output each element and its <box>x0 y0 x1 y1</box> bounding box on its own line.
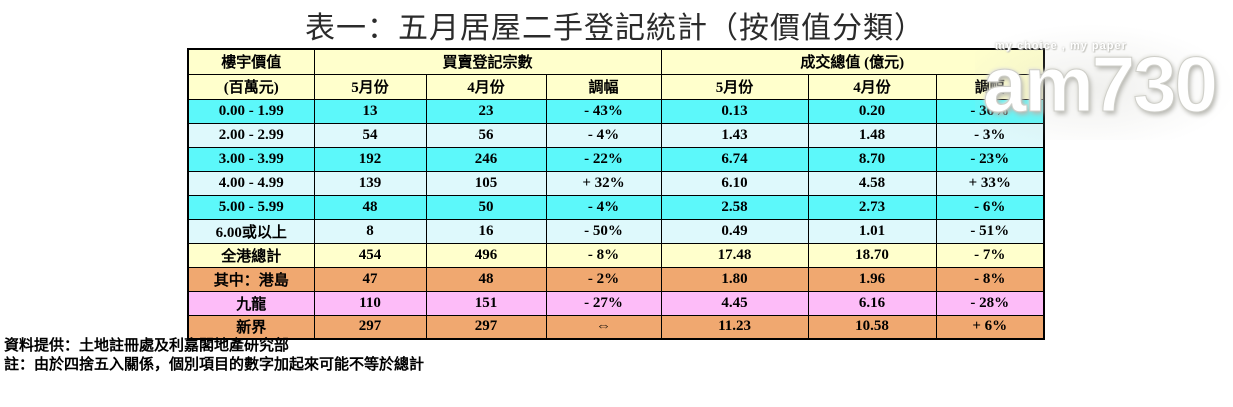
header-value-change: 調幅 <box>935 73 1045 100</box>
data-cell: 47 <box>313 266 427 292</box>
header-registration-count-group: 買賣登記宗數 <box>313 48 662 75</box>
data-cell: 6.74 <box>660 146 809 172</box>
data-cell: 297 <box>425 314 547 340</box>
row-label: 6.00或以上 <box>187 218 315 244</box>
data-cell: 454 <box>313 242 427 268</box>
data-cell: 23 <box>425 98 547 124</box>
table-row: 其中：港島 47 48- 2% 1.80 1.96- 8% <box>187 266 1045 292</box>
data-cell: - 3% <box>935 122 1045 148</box>
data-cell: 192 <box>313 146 427 172</box>
table-header: 樓宇價值 買賣登記宗數 成交總值 (億元) (百萬元) 5月份 4月份 調幅 5… <box>187 48 1045 100</box>
page-title: 表一：五月居屋二手登記統計（按價值分類） <box>305 12 925 45</box>
data-cell: 246 <box>425 146 547 172</box>
data-cell: - 36% <box>935 98 1045 124</box>
data-cell: 1.96 <box>807 266 937 292</box>
table-row: 4.00 - 4.99 139 105 + 32% 6.10 4.58 + 33% <box>187 170 1045 196</box>
table-row: 0.00 - 1.99 13 23- 43% 0.13 0.20- 36% <box>187 98 1045 124</box>
data-cell: + 32% <box>545 170 662 196</box>
table-row: 5.00 - 5.99 48 50- 4% 2.58 2.73- 6% <box>187 194 1045 220</box>
table-row: 全港總計 454 496- 8% 17.48 18.70- 7% <box>187 242 1045 268</box>
data-cell: - 23% <box>935 146 1045 172</box>
data-cell: 48 <box>313 194 427 220</box>
data-cell: ⇔ <box>545 314 662 340</box>
row-label: 九龍 <box>187 290 315 316</box>
data-cell: - 50% <box>545 218 662 244</box>
header-sub-row: (百萬元) 5月份 4月份 調幅 5月份 4月份 調幅 <box>187 73 1045 100</box>
data-cell: 139 <box>313 170 427 196</box>
footer-rounding-note: 註：由於四捨五入關係，個別項目的數字加起來可能不等於總計 <box>4 357 425 373</box>
data-cell: - 4% <box>545 194 662 220</box>
data-cell: - 6% <box>935 194 1045 220</box>
data-cell: 110 <box>313 290 427 316</box>
row-label: 4.00 - 4.99 <box>187 170 315 196</box>
data-cell: 17.48 <box>660 242 809 268</box>
data-cell: 2.58 <box>660 194 809 220</box>
header-value-apr: 4月份 <box>807 73 937 100</box>
data-cell: 10.58 <box>807 314 937 340</box>
table-row: 新界 297 297 ⇔ 11.23 10.58 + 6% <box>187 314 1045 340</box>
data-cell: 496 <box>425 242 547 268</box>
data-cell: 2.73 <box>807 194 937 220</box>
data-cell: - 28% <box>935 290 1045 316</box>
table-body: 0.00 - 1.99 13 23- 43% 0.13 0.20- 36% 2.00 - … <box>187 98 1045 340</box>
data-cell: - 27% <box>545 290 662 316</box>
data-cell: 13 <box>313 98 427 124</box>
table-row: 3.00 - 3.99 192 246- 22% 6.74 8.70- 23% <box>187 146 1045 172</box>
header-total-value-group: 成交總值 (億元) <box>660 48 1045 75</box>
data-cell: 0.13 <box>660 98 809 124</box>
data-cell: 151 <box>425 290 547 316</box>
data-cell: 16 <box>425 218 547 244</box>
data-cell: 0.20 <box>807 98 937 124</box>
data-cell: - 2% <box>545 266 662 292</box>
data-cell: + 6% <box>935 314 1045 340</box>
data-cell: 1.80 <box>660 266 809 292</box>
header-count-may: 5月份 <box>313 73 427 100</box>
data-cell: 297 <box>313 314 427 340</box>
data-cell: - 7% <box>935 242 1045 268</box>
header-group-row: 樓宇價值 買賣登記宗數 成交總值 (億元) <box>187 48 1045 75</box>
data-cell: - 8% <box>935 266 1045 292</box>
data-cell: - 4% <box>545 122 662 148</box>
row-label: 其中：港島 <box>187 266 315 292</box>
footer-notes: 資料提供：土地註冊處及利嘉閣地產研究部 註：由於四捨五入關係，個別項目的數字加起… <box>4 337 424 375</box>
data-cell: 6.10 <box>660 170 809 196</box>
row-label: 0.00 - 1.99 <box>187 98 315 124</box>
data-cell: 0.49 <box>660 218 809 244</box>
data-cell: 8 <box>313 218 427 244</box>
data-cell: 1.43 <box>660 122 809 148</box>
header-count-change: 調幅 <box>545 73 662 100</box>
row-label: 2.00 - 2.99 <box>187 122 315 148</box>
data-cell: 54 <box>313 122 427 148</box>
table-row: 6.00或以上 8 16- 50% 0.49 1.01- 51% <box>187 218 1045 244</box>
data-cell: 18.70 <box>807 242 937 268</box>
data-cell: 105 <box>425 170 547 196</box>
data-cell: 56 <box>425 122 547 148</box>
row-label: 3.00 - 3.99 <box>187 146 315 172</box>
row-label: 全港總計 <box>187 242 315 268</box>
footer-source-line: 資料提供：土地註冊處及利嘉閣地產研究部 <box>4 338 290 354</box>
data-cell: 1.48 <box>807 122 937 148</box>
statistics-table: 樓宇價值 買賣登記宗數 成交總值 (億元) (百萬元) 5月份 4月份 調幅 5… <box>187 48 1046 340</box>
table-row: 2.00 - 2.99 54 56- 4% 1.43 1.48- 3% <box>187 122 1045 148</box>
data-cell: 6.16 <box>807 290 937 316</box>
data-cell: 48 <box>425 266 547 292</box>
data-cell: 4.58 <box>807 170 937 196</box>
header-property-value: 樓宇價值 <box>187 48 315 75</box>
data-cell: 50 <box>425 194 547 220</box>
row-label: 新界 <box>187 314 315 340</box>
header-value-may: 5月份 <box>660 73 809 100</box>
header-unit: (百萬元) <box>187 73 315 100</box>
data-cell: + 33% <box>935 170 1045 196</box>
data-cell: 4.45 <box>660 290 809 316</box>
data-cell: 8.70 <box>807 146 937 172</box>
data-cell: 1.01 <box>807 218 937 244</box>
data-cell: - 22% <box>545 146 662 172</box>
data-cell: - 43% <box>545 98 662 124</box>
row-label: 5.00 - 5.99 <box>187 194 315 220</box>
data-cell: 11.23 <box>660 314 809 340</box>
data-cell: - 8% <box>545 242 662 268</box>
data-cell: - 51% <box>935 218 1045 244</box>
header-count-apr: 4月份 <box>425 73 547 100</box>
table-row: 九龍 110 151- 27% 4.45 6.16- 28% <box>187 290 1045 316</box>
